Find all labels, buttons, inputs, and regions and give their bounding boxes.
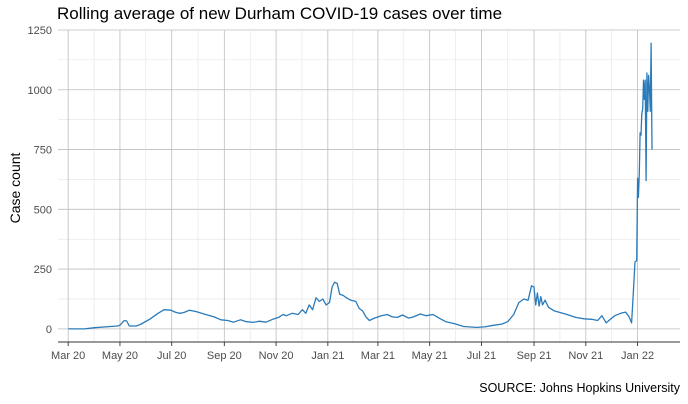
x-tick-label: Nov 21 [568, 350, 603, 362]
x-tick-label: May 21 [412, 350, 448, 362]
x-tick-label: Jan 21 [311, 350, 344, 362]
y-axis-label: Case count [7, 152, 23, 223]
x-tick-label: Mar 21 [361, 350, 395, 362]
x-tick-label: Jan 22 [621, 350, 654, 362]
gridlines [58, 29, 680, 342]
y-tick-label: 0 [46, 324, 52, 336]
y-tick-label: 1250 [28, 25, 52, 37]
y-tick-label: 750 [34, 145, 52, 157]
x-tick-label: Jul 20 [157, 350, 186, 362]
chart-title: Rolling average of new Durham COVID-19 c… [57, 4, 503, 23]
x-tick-label: Jul 21 [467, 350, 496, 362]
y-tick-label: 500 [34, 204, 52, 216]
y-tick-label: 250 [34, 264, 52, 276]
x-tick-label: Mar 20 [51, 350, 85, 362]
x-tick-label: May 20 [102, 350, 138, 362]
x-axis-ticks: Mar 20 May 20 Jul 20 Sep 20 Nov 20 Jan 21 Mar … [51, 342, 654, 362]
x-tick-label: Sep 21 [517, 350, 552, 362]
y-tick-label: 1000 [28, 85, 52, 97]
series-line-cases [68, 42, 653, 330]
x-tick-label: Sep 20 [207, 350, 242, 362]
x-tick-label: Nov 20 [259, 350, 294, 362]
source-note: SOURCE: Johns Hopkins University [479, 381, 680, 395]
y-axis-ticks: 0 250 500 750 1000 1250 [28, 25, 52, 336]
